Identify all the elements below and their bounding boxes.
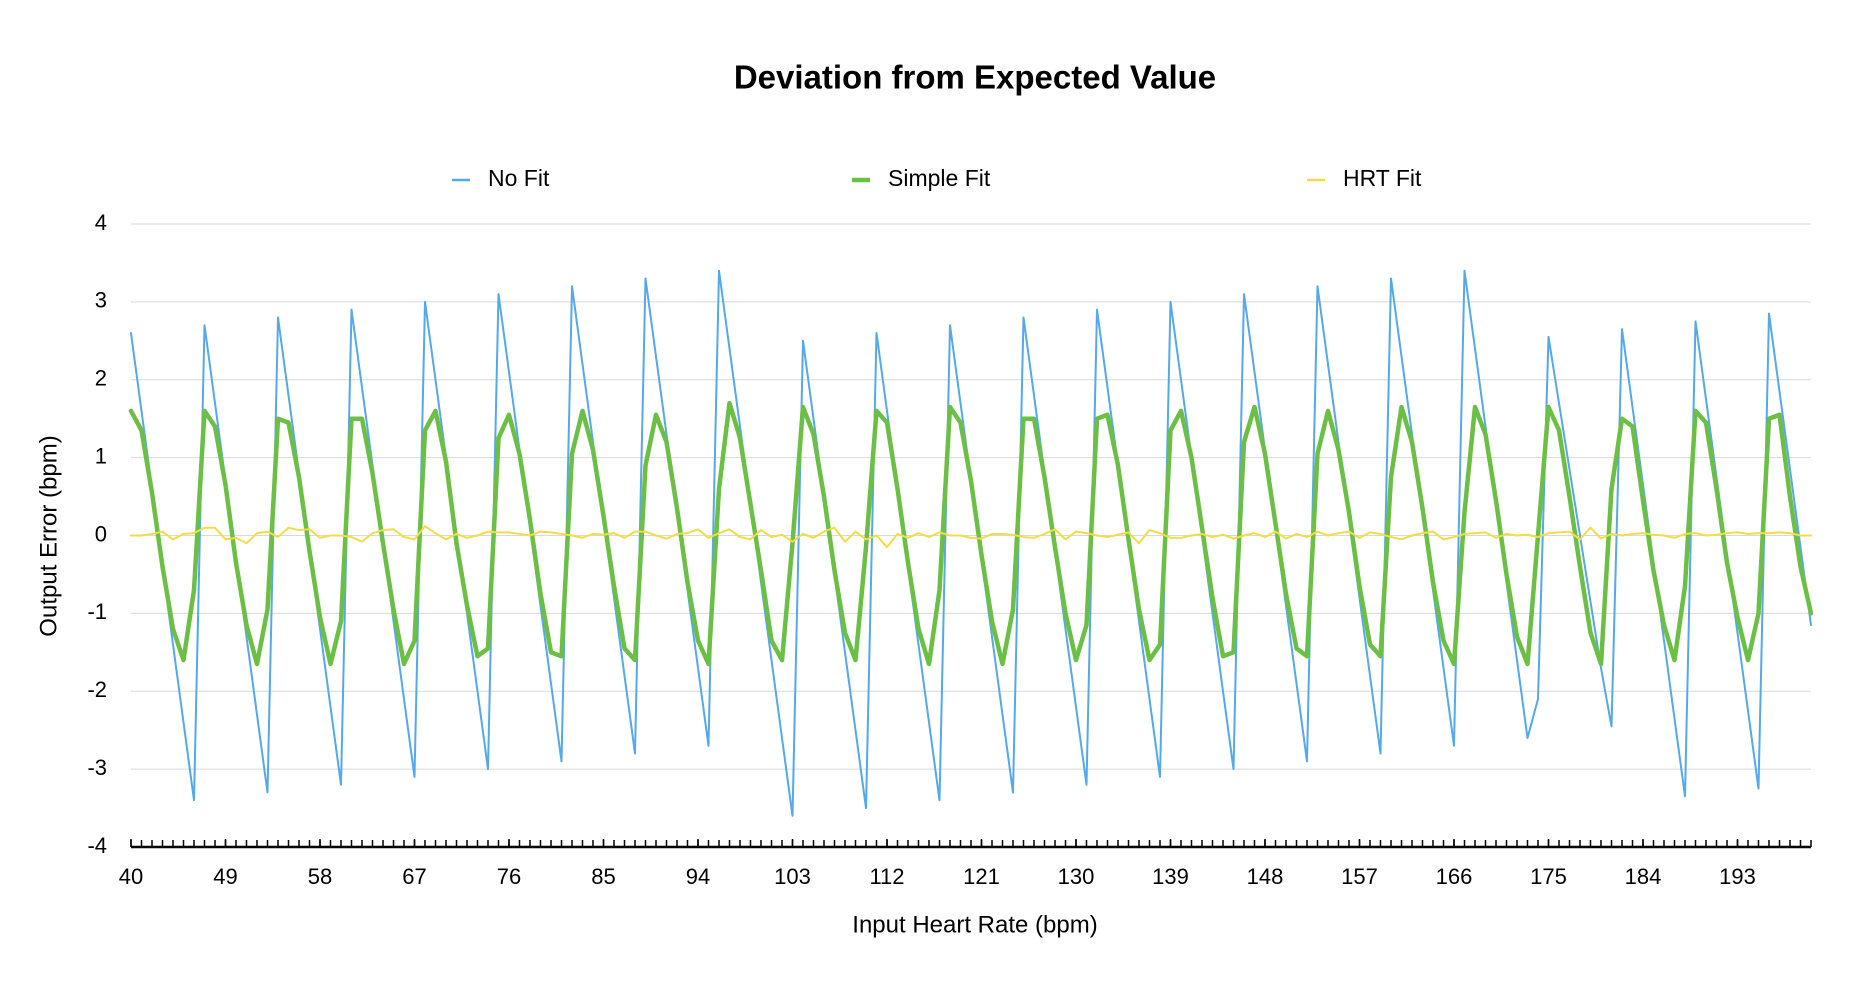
x-tick-label: 166 xyxy=(1436,864,1473,889)
x-tick-label: 139 xyxy=(1152,864,1189,889)
x-tick-label: 85 xyxy=(591,864,615,889)
y-tick-label: 1 xyxy=(95,443,107,468)
x-axis-title: Input Heart Rate (bpm) xyxy=(852,911,1097,938)
x-tick-label: 67 xyxy=(402,864,426,889)
legend-label: HRT Fit xyxy=(1343,165,1422,191)
y-tick-label: -4 xyxy=(87,833,107,858)
x-tick-label: 49 xyxy=(213,864,237,889)
line-series xyxy=(128,400,1814,667)
y-tick-label: -3 xyxy=(87,755,107,780)
y-tick-label: -2 xyxy=(87,677,107,702)
y-tick-label: 4 xyxy=(95,210,107,235)
line-series xyxy=(130,525,1812,549)
y-tick-label: 2 xyxy=(95,366,107,391)
x-tick-label: 193 xyxy=(1719,864,1756,889)
x-tick-label: 76 xyxy=(497,864,521,889)
legend: No Fit Simple Fit HRT Fit xyxy=(452,165,1422,191)
legend-label: Simple Fit xyxy=(888,165,991,191)
chart-title: Deviation from Expected Value xyxy=(734,59,1216,96)
x-tick-label: 40 xyxy=(119,864,143,889)
x-tick-label: 130 xyxy=(1058,864,1095,889)
plot-area xyxy=(128,269,1814,817)
x-tick-label: 103 xyxy=(774,864,811,889)
y-axis-title: Output Error (bpm) xyxy=(35,435,62,636)
x-tick-label: 112 xyxy=(869,864,904,889)
grid: -4 -3 -2 -1 0 1 2 3 4 xyxy=(87,210,1811,858)
x-axis: 40 49 58 67 76 85 94 103 112 121 130 139 148 157 166 17… xyxy=(119,839,1812,889)
x-tick-label: 184 xyxy=(1625,864,1662,889)
x-tick-label: 121 xyxy=(963,864,1000,889)
legend-label: No Fit xyxy=(488,165,550,191)
x-tick-label: 175 xyxy=(1530,864,1567,889)
x-tick-label: 157 xyxy=(1341,864,1378,889)
y-tick-label: -1 xyxy=(87,599,107,624)
x-tick-label: 94 xyxy=(686,864,710,889)
x-tick-label: 58 xyxy=(308,864,332,889)
x-tick-label: 148 xyxy=(1247,864,1284,889)
y-tick-label: 0 xyxy=(95,521,107,546)
y-tick-label: 3 xyxy=(95,288,107,313)
